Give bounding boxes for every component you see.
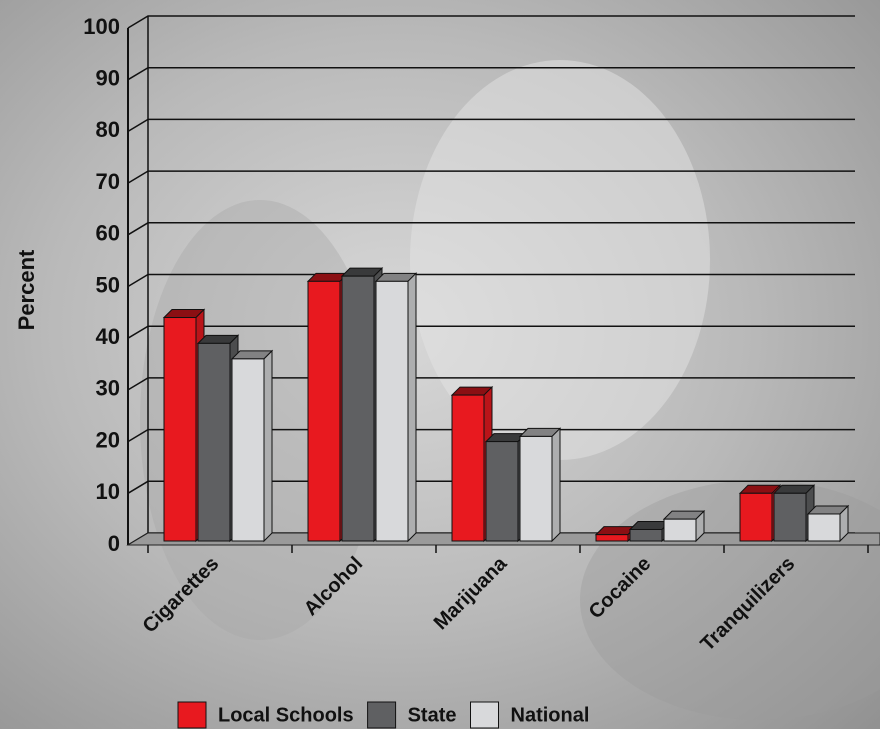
legend-swatch xyxy=(367,701,397,729)
bar xyxy=(663,518,697,542)
bar xyxy=(341,275,375,542)
bar xyxy=(739,492,773,542)
bar xyxy=(307,280,341,542)
bar xyxy=(629,528,663,542)
legend-swatch xyxy=(470,701,499,729)
y-tick-label: 100 xyxy=(83,14,120,39)
bar-side xyxy=(407,272,417,543)
y-tick-label: 20 xyxy=(96,427,120,452)
y-tick-label: 90 xyxy=(96,66,120,91)
bar xyxy=(163,317,197,542)
legend: Local Schools State National xyxy=(177,701,590,729)
y-tick-label: 0 xyxy=(108,531,120,556)
bar-side xyxy=(263,349,273,543)
bar xyxy=(231,358,265,542)
y-tick-label: 70 xyxy=(96,169,120,194)
bar xyxy=(485,441,519,542)
bar xyxy=(375,280,409,542)
y-tick-label: 60 xyxy=(96,221,120,246)
bar xyxy=(451,394,485,542)
bar xyxy=(519,435,553,542)
y-tick-label: 80 xyxy=(96,117,120,142)
bar xyxy=(595,534,629,542)
bar-side xyxy=(551,427,561,543)
bar xyxy=(197,342,231,542)
y-tick-label: 10 xyxy=(96,479,120,504)
background-shape xyxy=(410,60,710,460)
y-tick-label: 40 xyxy=(96,324,120,349)
y-tick-label: 50 xyxy=(96,272,120,297)
bar xyxy=(807,513,841,542)
legend-label: Local Schools xyxy=(218,704,354,726)
legend-label: State xyxy=(408,704,457,726)
bar xyxy=(773,492,807,542)
y-tick-label: 30 xyxy=(96,376,120,401)
legend-label: National xyxy=(511,704,590,726)
legend-swatch xyxy=(177,701,207,729)
y-axis-label: Percent xyxy=(14,249,39,330)
